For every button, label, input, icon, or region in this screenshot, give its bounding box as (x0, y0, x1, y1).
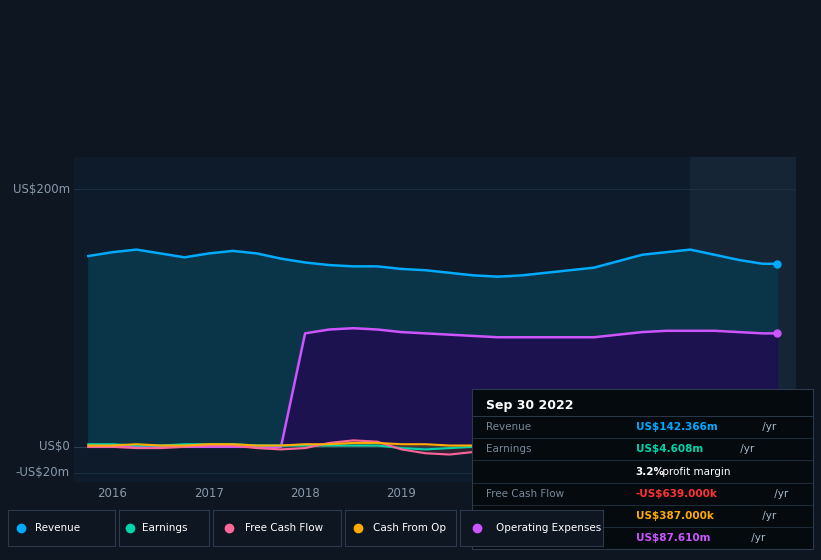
Text: US$0: US$0 (39, 440, 70, 453)
Text: 3.2%: 3.2% (635, 466, 665, 477)
Text: Free Cash Flow: Free Cash Flow (245, 523, 323, 533)
Text: Operating Expenses: Operating Expenses (496, 523, 601, 533)
Text: Cash From Op: Cash From Op (373, 523, 446, 533)
Text: /yr: /yr (759, 511, 777, 521)
Text: Operating Expenses: Operating Expenses (486, 533, 591, 543)
Text: US$200m: US$200m (12, 183, 70, 195)
Bar (690, 157, 796, 482)
Text: /yr: /yr (736, 445, 754, 455)
Text: /yr: /yr (759, 422, 777, 432)
Text: -US$639.000k: -US$639.000k (635, 489, 718, 498)
Text: US$142.366m: US$142.366m (635, 422, 718, 432)
Text: /yr: /yr (771, 489, 788, 498)
Text: /yr: /yr (748, 533, 765, 543)
Text: Free Cash Flow: Free Cash Flow (486, 489, 564, 498)
Text: US$4.608m: US$4.608m (635, 445, 703, 455)
Text: Earnings: Earnings (142, 523, 187, 533)
Text: Sep 30 2022: Sep 30 2022 (486, 399, 573, 412)
Text: Revenue: Revenue (34, 523, 80, 533)
Text: US$87.610m: US$87.610m (635, 533, 710, 543)
Text: Revenue: Revenue (486, 422, 531, 432)
Text: US$387.000k: US$387.000k (635, 511, 713, 521)
Text: -US$20m: -US$20m (16, 466, 70, 479)
Text: Cash From Op: Cash From Op (486, 511, 559, 521)
Text: Earnings: Earnings (486, 445, 531, 455)
Text: profit margin: profit margin (659, 466, 731, 477)
